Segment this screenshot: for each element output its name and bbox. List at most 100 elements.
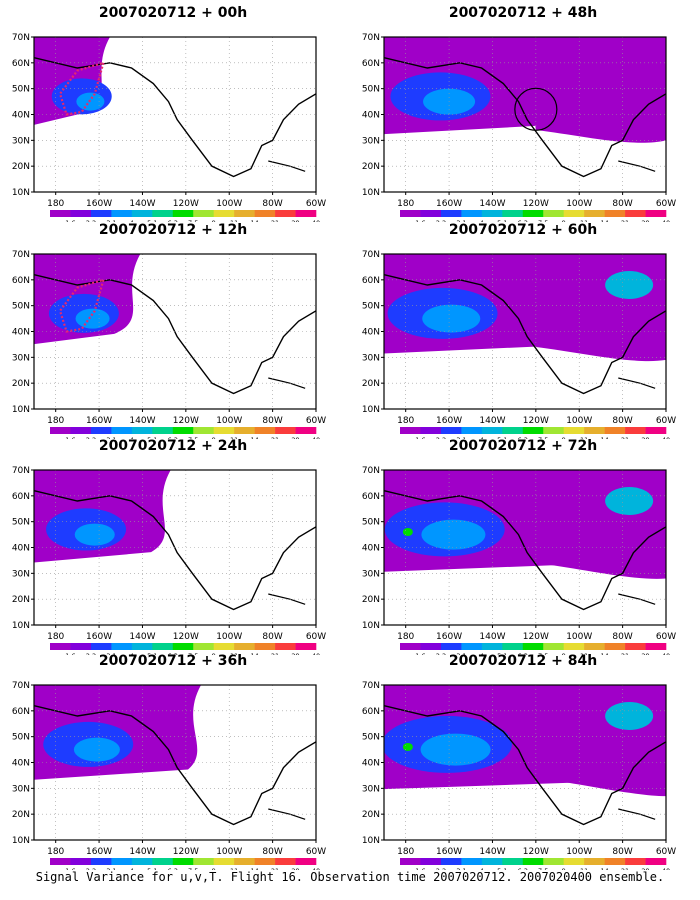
- colorbar-swatch: [50, 427, 71, 434]
- colorbar-swatch: [295, 643, 317, 650]
- colorbar-level-label: 14: [250, 867, 258, 870]
- lon-label: 160W: [86, 632, 112, 642]
- colorbar-level-label: 2.2: [86, 436, 96, 439]
- lat-label: 40N: [12, 544, 30, 554]
- colorbar-level-label: 40: [662, 867, 670, 870]
- map-panel-p84: 2007020712 + 84h 10N 20N 30N 40N 50N 60N 70N 180…: [350, 653, 695, 870]
- lon-label: 120W: [523, 632, 549, 642]
- lon-label: 160W: [86, 416, 112, 426]
- map-panel-p72: 2007020712 + 72h 10N 20N 30N 40N 50N 60N 70N 180…: [350, 438, 695, 655]
- colorbar-swatch: [543, 858, 564, 865]
- colorbar-swatch: [522, 210, 544, 217]
- map-panel-p60: 2007020712 + 60h 10N 20N 30N 40N 50N 60N 70N 180…: [350, 222, 695, 439]
- caribbean-islands: [618, 377, 656, 389]
- lat-label: 30N: [12, 784, 30, 794]
- colorbar-level-label: 4: [480, 436, 484, 439]
- colorbar-swatch: [461, 858, 483, 865]
- variance-map: 10N 20N 30N 40N 50N 60N 70N 180 160W 140W 120W 100W…: [362, 33, 676, 222]
- colorbar-level-label: 6.3: [168, 652, 178, 655]
- flight-track: [58, 278, 105, 333]
- colorbar-swatch: [400, 427, 421, 434]
- coastline: [34, 273, 316, 395]
- lon-label: 60W: [306, 847, 326, 857]
- lon-label: 140W: [129, 632, 155, 642]
- colorbar-swatch: [70, 427, 92, 434]
- variance-contour-high: [421, 519, 486, 550]
- coastline: [384, 56, 666, 178]
- colorbar-level-label: 7.5: [188, 652, 198, 655]
- lon-label: 100W: [216, 847, 242, 857]
- colorbar-swatch: [70, 643, 92, 650]
- colorbar-swatch: [213, 427, 235, 434]
- lat-label: 40N: [12, 759, 30, 769]
- lat-label: 20N: [362, 162, 380, 172]
- lon-label: 120W: [173, 199, 199, 209]
- panel-title: 2007020712 + 60h: [448, 222, 598, 238]
- lat-label: 30N: [362, 569, 380, 579]
- colorbar-level-label: 40: [662, 436, 670, 439]
- colorbar-level-label: 2.2: [436, 652, 446, 655]
- colorbar-level-label: 6.3: [168, 867, 178, 870]
- colorbar-swatch: [543, 427, 564, 434]
- colorbar-swatch: [131, 858, 153, 865]
- lon-label: 180: [397, 416, 414, 426]
- lat-label: 60N: [362, 707, 380, 717]
- colorbar-level-label: 6.3: [518, 652, 528, 655]
- lon-label: 80W: [612, 416, 632, 426]
- colorbar-level-label: 11: [580, 436, 588, 439]
- lat-label: 10N: [362, 621, 380, 631]
- lat-label: 10N: [12, 188, 30, 198]
- colorbar-level-label: 21: [271, 867, 279, 870]
- colorbar-level-label: 2.2: [86, 867, 96, 870]
- colorbar-swatch: [90, 858, 112, 865]
- colorbar-swatch: [645, 858, 667, 865]
- colorbar-level-label: 21: [621, 219, 629, 222]
- lon-label: 100W: [566, 416, 592, 426]
- colorbar-level-label: 11: [580, 867, 588, 870]
- colorbar-swatch: [152, 858, 174, 865]
- colorbar-swatch: [420, 427, 442, 434]
- figure-caption: Signal Variance for u,v,T. Flight 16. Ob…: [35, 870, 665, 884]
- caribbean-islands: [268, 808, 306, 820]
- lat-label: 70N: [12, 466, 30, 476]
- lon-label: 80W: [612, 199, 632, 209]
- lon-label: 80W: [262, 416, 282, 426]
- colorbar-swatch: [234, 427, 255, 434]
- lon-label: 180: [397, 199, 414, 209]
- lon-label: 60W: [306, 416, 326, 426]
- colorbar-level-label: 14: [250, 219, 258, 222]
- colorbar-level-label: 4: [130, 436, 134, 439]
- variance-contour-northeast: [605, 487, 654, 515]
- colorbar-swatch: [481, 858, 503, 865]
- lon-label: 100W: [566, 632, 592, 642]
- map-panel-p24: 2007020712 + 24h 10N 20N 30N 40N 50N 60N 70N 180…: [0, 438, 345, 655]
- colorbar-level-label: 2.2: [86, 652, 96, 655]
- colorbar-swatch: [172, 427, 194, 434]
- lat-label: 10N: [362, 836, 380, 846]
- colorbar-level-label: 14: [250, 652, 258, 655]
- lon-label: 120W: [173, 416, 199, 426]
- colorbar-swatch: [275, 427, 296, 434]
- colorbar-swatch: [70, 858, 92, 865]
- lon-label: 120W: [523, 199, 549, 209]
- colorbar-level-label: 6.3: [518, 436, 528, 439]
- coastline: [34, 56, 316, 178]
- colorbar-swatch: [563, 858, 585, 865]
- colorbar-level-label: 29: [291, 867, 299, 870]
- colorbar-swatch: [481, 210, 503, 217]
- caribbean-islands: [268, 377, 306, 389]
- colorbar-swatch: [234, 210, 255, 217]
- colorbar-level-label: 4: [480, 652, 484, 655]
- colorbar-level-label: 9: [562, 219, 566, 222]
- colorbar-level-label: 6.3: [168, 219, 178, 222]
- lon-label: 160W: [86, 199, 112, 209]
- colorbar-level-label: 21: [621, 436, 629, 439]
- colorbar-swatch: [543, 210, 564, 217]
- colorbar-level-label: 14: [600, 219, 608, 222]
- lat-label: 30N: [362, 353, 380, 363]
- variance-map: 10N 20N 30N 40N 50N 60N 70N 180 160W 140W 120W 100W…: [362, 681, 676, 870]
- colorbar-swatch: [584, 427, 605, 434]
- lon-label: 100W: [216, 416, 242, 426]
- variance-map: 10N 20N 30N 40N 50N 60N 70N 180 160W 140W 120W 100W…: [362, 250, 676, 439]
- colorbar-level-label: 7.5: [188, 867, 198, 870]
